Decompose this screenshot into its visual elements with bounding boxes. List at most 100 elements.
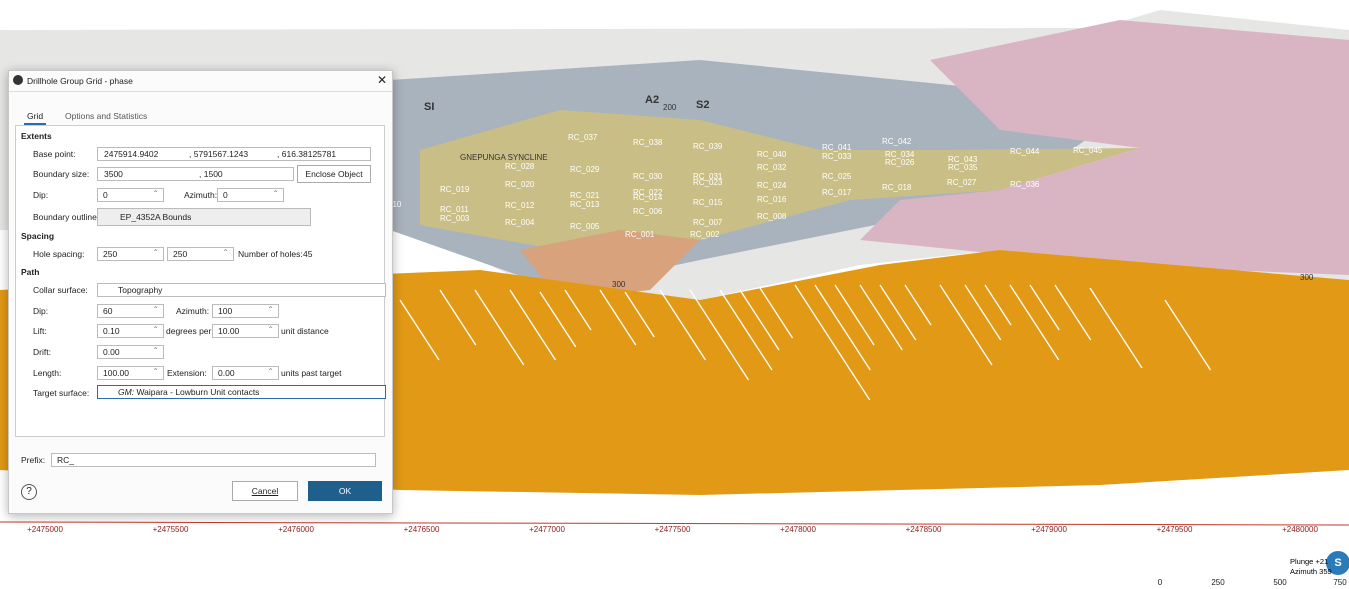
help[interactable]: ? <box>21 484 37 500</box>
drillhole <box>1054 284 1092 341</box>
easting-label: +2477500 <box>655 525 691 534</box>
value: 5791567.1243 <box>193 149 249 159</box>
hole-label: RC_036 <box>1010 180 1040 189</box>
drillhole <box>984 284 1012 326</box>
scale-label: 750 <box>1333 578 1347 587</box>
label: degrees per <box>166 326 212 336</box>
map-label: 300 <box>612 280 626 289</box>
collar-field[interactable]: Topography <box>97 283 386 297</box>
hole-label: RC_028 <box>505 162 535 171</box>
map-label: A2 <box>645 94 659 106</box>
drillhole <box>904 284 932 326</box>
map-label: GNEPUNGA SYNCLINE <box>460 153 548 162</box>
azimuth-field[interactable]: 0 <box>217 188 284 202</box>
close[interactable]: ✕ <box>377 73 388 87</box>
prefix-field[interactable]: RC_ <box>51 453 376 467</box>
compass <box>1326 551 1349 575</box>
field-frame[interactable] <box>97 167 294 181</box>
spacing-x[interactable]: 250 <box>97 247 164 261</box>
value: , 5791567.1243 <box>189 149 249 159</box>
drift-field[interactable]: 0.00 <box>97 345 164 359</box>
drillhole <box>689 289 750 381</box>
cancel-button[interactable]: Cancel <box>232 481 298 501</box>
drillhole <box>1164 299 1212 371</box>
value: 1500 <box>203 169 223 179</box>
drillhole <box>564 289 592 331</box>
drillhole <box>939 284 993 366</box>
hole-label: RC_025 <box>822 172 852 181</box>
label: Drift: <box>33 347 51 357</box>
distance-field[interactable]: 10.00 <box>212 324 279 338</box>
hole-label: RC_001 <box>625 230 655 239</box>
dip-field[interactable]: 0 <box>97 188 164 202</box>
hole-label: RC_020 <box>505 180 535 189</box>
label: Lift: <box>33 326 47 336</box>
label: units past target <box>281 368 342 378</box>
hole-label: RC_030 <box>633 172 663 181</box>
hole-label: RC_011 <box>440 205 469 214</box>
hole-label: RC_043 <box>948 155 978 164</box>
hole-label: RC_038 <box>633 138 663 147</box>
hole-label: RC_007 <box>693 218 723 227</box>
azimuth-field[interactable]: 100 <box>212 304 279 318</box>
map-yellow <box>420 110 1140 250</box>
hole-label: RC_005 <box>570 222 600 231</box>
drillhole <box>599 289 637 346</box>
easting-label: +2479000 <box>1031 525 1067 534</box>
hole-label: RC_045 <box>1073 146 1103 155</box>
scale-label: 500 <box>1273 578 1287 587</box>
hole-label: RC_035 <box>948 163 978 172</box>
length-field[interactable]: 100.00 <box>97 366 164 380</box>
hole-label: RC_037 <box>568 133 598 142</box>
label: Boundary outline: <box>33 212 100 222</box>
hole-label: RC_008 <box>757 212 787 221</box>
hole-label: RC_040 <box>757 150 787 159</box>
drillhole <box>719 289 773 371</box>
map-pink <box>860 20 1349 275</box>
hole-label: RC_031 <box>693 172 723 181</box>
ok-button[interactable]: OK <box>308 481 382 501</box>
label: Length: <box>33 368 62 378</box>
scale-label: 0 <box>1158 578 1163 587</box>
easting-label: +2476500 <box>404 525 440 534</box>
easting-label: +2475000 <box>27 525 63 534</box>
easting-label: +2479500 <box>1157 525 1193 534</box>
hole-label: RC_003 <box>440 214 470 223</box>
lift-field[interactable]: 0.10 <box>97 324 164 338</box>
label: Collar surface: <box>33 285 88 295</box>
drillhole <box>814 284 871 371</box>
hole-label: RC_026 <box>885 158 915 167</box>
hole-label: RC_042 <box>882 137 912 146</box>
hole-label: RC_002 <box>690 230 720 239</box>
enclose-button[interactable]: Enclose Object <box>297 165 371 183</box>
easting-label: +2477000 <box>529 525 565 534</box>
value: , 1500 <box>199 169 223 179</box>
extension-field[interactable]: 0.00 <box>212 366 279 380</box>
tab[interactable]: Grid <box>24 109 47 125</box>
dip-field[interactable]: 60 <box>97 304 164 318</box>
target-field[interactable]: GM: Waipara - Lowburn Unit contacts <box>97 385 386 399</box>
tab[interactable]: Options and Statistics <box>65 111 148 121</box>
map-label: 200 <box>663 103 677 112</box>
field-frame[interactable] <box>97 147 371 161</box>
hole-label: RC_044 <box>1010 147 1040 156</box>
easting-label: +2476000 <box>278 525 314 534</box>
drillhole <box>834 284 875 346</box>
hole-label: RC_023 <box>693 178 723 187</box>
azimuth: Azimuth 359 <box>1290 567 1332 576</box>
label: Number of holes: <box>238 249 303 259</box>
drillhole <box>659 289 707 361</box>
label: unit distance <box>281 326 329 336</box>
hole-label: RC_039 <box>693 142 723 151</box>
hole-label: RC_021 <box>570 191 600 200</box>
label: Hole spacing: <box>33 249 85 259</box>
hole-label: RC_032 <box>757 163 787 172</box>
hole-label: RC_022 <box>633 188 663 197</box>
label: Dip: <box>33 190 49 200</box>
hole-label: RC_024 <box>757 181 787 190</box>
spacing-y[interactable]: 250 <box>167 247 234 261</box>
outline-field[interactable]: EP_4352A Bounds <box>97 208 311 226</box>
drillhole <box>539 291 577 348</box>
value: 45 <box>303 249 313 259</box>
